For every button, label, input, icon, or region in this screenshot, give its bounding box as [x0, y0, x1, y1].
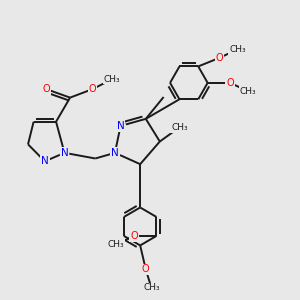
Text: CH₃: CH₃ — [143, 284, 160, 292]
Text: N: N — [41, 156, 49, 166]
Text: O: O — [226, 78, 234, 88]
Text: CH₃: CH₃ — [229, 45, 246, 54]
Text: O: O — [142, 265, 150, 275]
Text: CH₃: CH₃ — [107, 240, 124, 249]
Text: O: O — [215, 53, 223, 63]
Text: N: N — [111, 148, 119, 158]
Text: N: N — [117, 121, 124, 131]
Text: O: O — [42, 84, 50, 94]
Text: CH₃: CH₃ — [104, 75, 121, 84]
Text: O: O — [89, 84, 96, 94]
Text: N: N — [61, 148, 68, 158]
Text: N: N — [111, 148, 118, 158]
Text: O: O — [130, 231, 138, 241]
Text: CH₃: CH₃ — [240, 87, 256, 96]
Text: N: N — [61, 148, 68, 158]
Text: N: N — [41, 156, 49, 166]
Text: CH₃: CH₃ — [171, 123, 188, 132]
Text: N: N — [117, 121, 124, 131]
